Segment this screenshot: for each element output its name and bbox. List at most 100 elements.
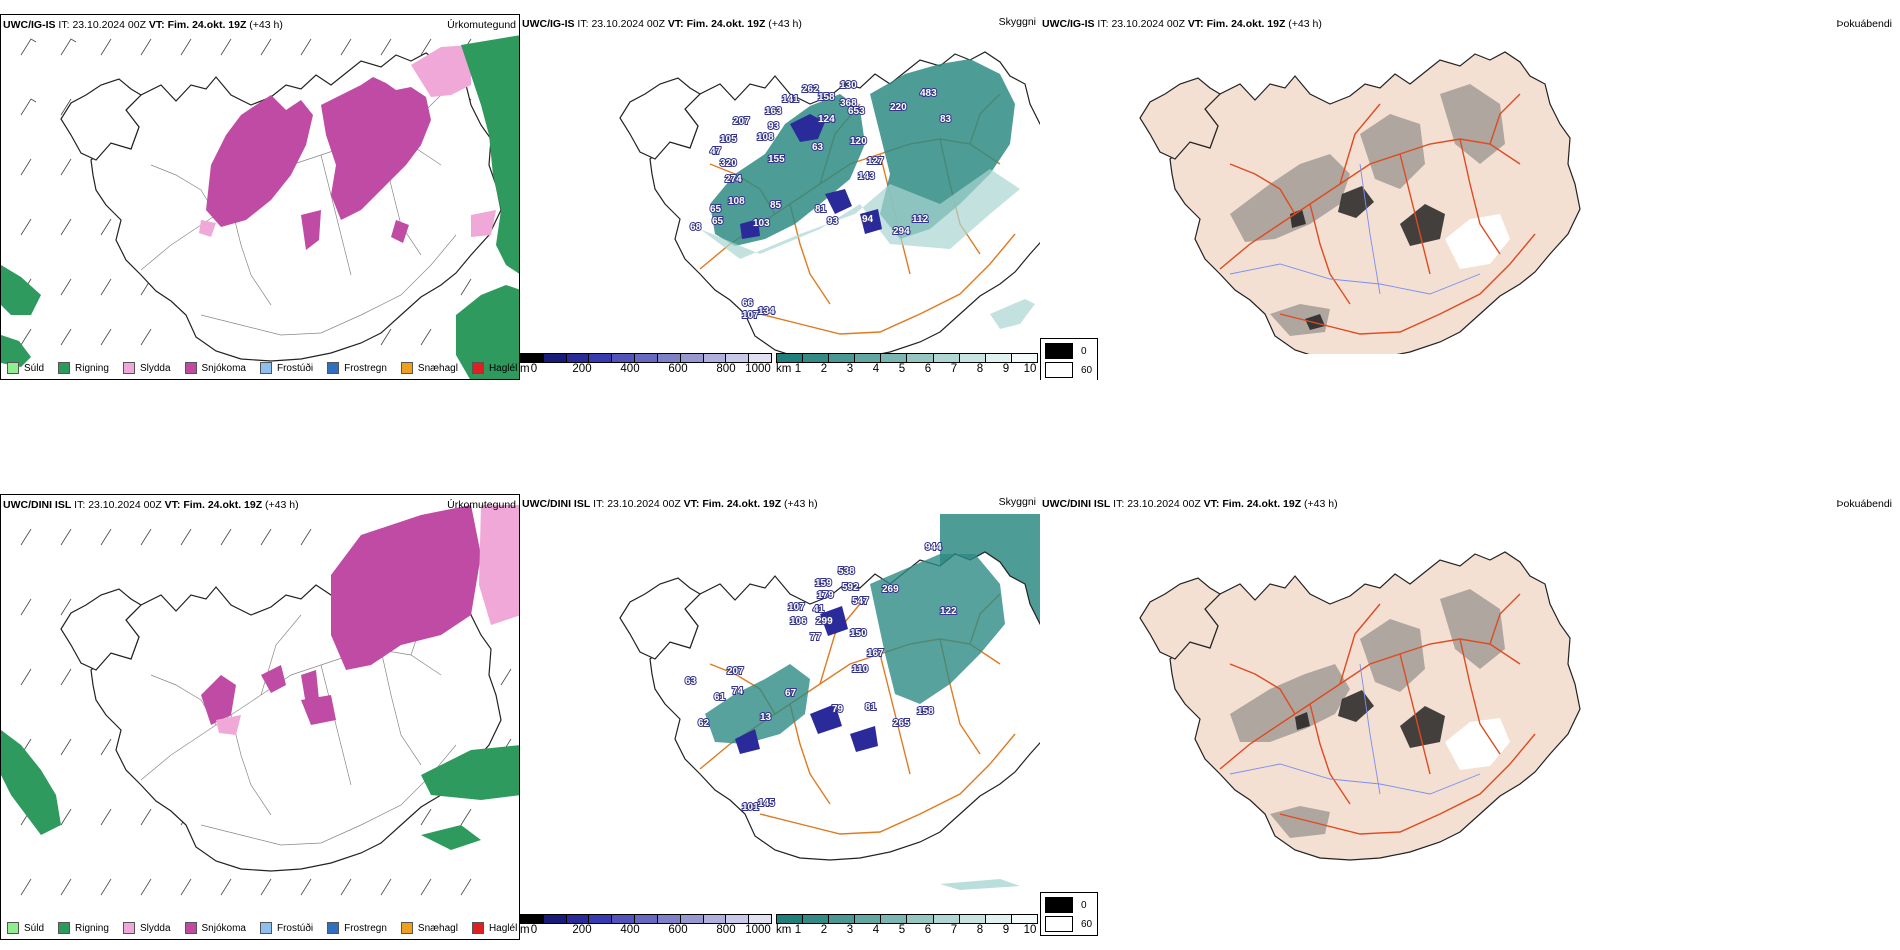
tick-label: 7 <box>950 363 958 375</box>
panel-name-precip: Úrkomutegund <box>447 499 516 511</box>
legend-item-snow-grains: Snæhagl <box>400 362 458 374</box>
dense-fog <box>1290 186 1445 330</box>
legend-item-hail: Haglél <box>471 922 517 934</box>
tick-label: 2 <box>820 363 828 375</box>
fog-map-row1 <box>1139 51 1581 354</box>
panel-name-precip: Úrkomutegund <box>447 19 516 31</box>
tick-label: 1 <box>794 924 802 936</box>
rain-areas <box>1 35 519 379</box>
height-label: 547 <box>852 596 869 607</box>
legend-item-freezing-drizzle: Frostúði <box>259 922 313 934</box>
height-label: 77 <box>810 632 822 643</box>
legend-item-freezing-rain: Frostregn <box>327 362 387 374</box>
tick-label: 6 <box>924 924 932 936</box>
height-label: 105 <box>720 134 737 145</box>
height-label: 65 <box>710 204 722 215</box>
visibility-unit: km <box>776 363 792 375</box>
tick-label: 600 <box>668 924 688 936</box>
legend-item-snow: Snjókoma <box>184 922 246 934</box>
legend-item-rain: Rigning <box>58 362 109 374</box>
height-label: 67 <box>785 688 797 699</box>
height-label: 320 <box>720 158 737 169</box>
cloud-base-colorbar: m 0 200 400 600 800 1000 <box>520 353 772 379</box>
height-label: 85 <box>770 200 782 211</box>
visibility-colorbar: km 1 2 3 4 5 6 7 8 9 10 <box>776 914 1038 940</box>
legend-item-snow-grains: Snæhagl <box>400 922 458 934</box>
precip-legend: Súld Rigning Slydda Snjókoma Frostúði Fr… <box>1 917 519 939</box>
visibility-colorbar-scale <box>776 914 1038 924</box>
legend-item-freezing-rain: Frostregn <box>327 922 387 934</box>
height-label: 592 <box>842 582 859 593</box>
panel-name-fog: Þokuábendi <box>1836 18 1892 30</box>
height-label: 120 <box>850 136 867 147</box>
legend-item-drizzle: Súld <box>7 922 44 934</box>
precip-map-row1 <box>1 35 519 379</box>
tick-label: 400 <box>620 924 640 936</box>
panel-title: UWC/DINI ISL IT: 23.10.2024 00Z VT: Fim.… <box>522 498 818 510</box>
legend-item-snow: Snjókoma <box>184 362 246 374</box>
height-label: 93 <box>827 216 839 227</box>
height-label: 107 <box>788 602 805 613</box>
tick-label: 400 <box>620 363 640 375</box>
fog-legend-swatch-low <box>1045 362 1073 378</box>
height-label: 47 <box>710 146 722 157</box>
fog-legend-swatch-high <box>1045 897 1073 913</box>
tick-label: 5 <box>898 363 906 375</box>
height-label: 167 <box>867 648 884 659</box>
height-label: 108 <box>728 196 745 207</box>
tick-label: 3 <box>846 924 854 936</box>
height-label: 220 <box>890 102 907 113</box>
tick-label: 1000 <box>745 363 771 375</box>
tick-label: 8 <box>976 363 984 375</box>
fog-legend-swatch-high <box>1045 343 1073 359</box>
height-label: 93 <box>768 121 780 132</box>
tick-label: 0 <box>530 363 538 375</box>
fog-legend-high: 0 <box>1081 899 1087 911</box>
visibility-map-row2: 944 538 159 592 179 269 547 107 106 41 2… <box>619 514 1040 890</box>
height-label: 81 <box>865 702 877 713</box>
precip-map-row2 <box>1 505 519 896</box>
tick-label: 7 <box>950 924 958 936</box>
height-label: 134 <box>758 306 775 317</box>
cloud-base-colorbar-scale <box>520 914 772 924</box>
tick-label: 2 <box>820 924 828 936</box>
visibility-colorbar: km 1 2 3 4 5 6 7 8 9 10 <box>776 353 1038 379</box>
height-label: 127 <box>867 156 884 167</box>
visibility-unit: km <box>776 924 792 936</box>
panel-title: UWC/IG-IS IT: 23.10.2024 00Z VT: Fim. 24… <box>522 18 802 30</box>
panel-name-fog: Þokuábendi <box>1836 498 1892 510</box>
tick-label: 1 <box>794 363 802 375</box>
height-label: 65 <box>712 216 724 227</box>
height-label: 122 <box>940 606 957 617</box>
cloud-base-colorbar-scale <box>520 353 772 363</box>
height-label: 130 <box>840 80 857 91</box>
height-label: 13 <box>760 712 772 723</box>
height-label: 103 <box>753 218 770 229</box>
fog-legend-low: 60 <box>1081 364 1093 376</box>
height-label: 81 <box>815 204 827 215</box>
fog-legend-low: 60 <box>1081 918 1093 930</box>
low-cloud-areas <box>740 114 882 239</box>
fog-panel-row2: UWC/DINI ISL IT: 23.10.2024 00Z VT: Fim.… <box>1040 494 1900 940</box>
precip-legend: Súld Rigning Slydda Snjókoma Frostúði Fr… <box>1 357 519 379</box>
snow-areas <box>206 77 431 250</box>
fog-map-row2 <box>1139 551 1581 861</box>
precip-type-panel-row2: UWC/DINI ISL IT: 23.10.2024 00Z VT: Fim.… <box>0 494 520 940</box>
fog-panel-row1: UWC/IG-IS IT: 23.10.2024 00Z VT: Fim. 24… <box>1040 14 1900 380</box>
fog-legend-swatch-low <box>1045 916 1073 932</box>
height-label: 94 <box>862 214 874 225</box>
height-label: 653 <box>848 106 865 117</box>
legend-item-sleet: Slydda <box>122 362 171 374</box>
visibility-panel-row2: 944 538 159 592 179 269 547 107 106 41 2… <box>520 494 1040 940</box>
panel-title: UWC/IG-IS IT: 23.10.2024 00Z VT: Fim. 24… <box>3 19 283 31</box>
panel-title: UWC/IG-IS IT: 23.10.2024 00Z VT: Fim. 24… <box>1042 18 1322 30</box>
tick-label: 10 <box>1023 924 1037 936</box>
height-label: 108 <box>757 132 774 143</box>
legend-item-freezing-drizzle: Frostúði <box>259 362 313 374</box>
tick-label: 1000 <box>745 924 771 936</box>
height-labels-row1: 207 163 93 141 262 158 130 368 653 220 4… <box>689 79 953 322</box>
height-label: 145 <box>758 798 775 809</box>
panel-title: UWC/DINI ISL IT: 23.10.2024 00Z VT: Fim.… <box>1042 498 1338 510</box>
height-label: 179 <box>817 590 834 601</box>
height-label: 262 <box>802 84 819 95</box>
